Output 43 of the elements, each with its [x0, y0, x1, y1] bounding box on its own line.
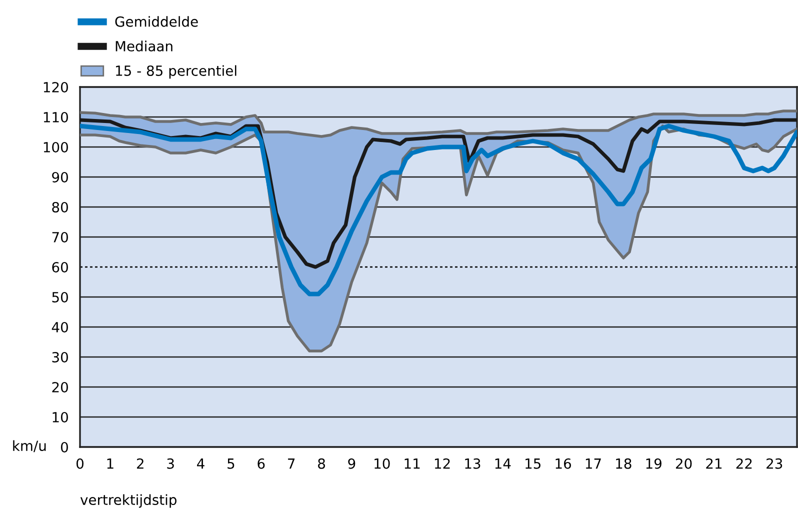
- x-tick-label: 3: [167, 458, 174, 469]
- x-tick-label: 15: [526, 458, 540, 469]
- x-tick-label: 11: [404, 458, 420, 469]
- y-axis-title: km/u: [13, 440, 46, 452]
- y-tick-label: 80: [52, 202, 68, 212]
- y-tick-label: 110: [44, 112, 68, 122]
- x-tick-label: 13: [465, 458, 480, 469]
- x-tick-label: 2: [136, 458, 144, 469]
- y-tick-label: 120: [44, 82, 68, 92]
- y-tick-label: 50: [52, 292, 68, 302]
- x-tick-label: 18: [616, 458, 632, 469]
- y-tick-label: 10: [52, 412, 68, 422]
- x-tick-label: 22: [736, 458, 752, 469]
- legend-label: 15 - 85 percentiel: [116, 65, 236, 79]
- legend-label: Mediaan: [116, 40, 172, 52]
- x-tick-label: 20: [676, 458, 692, 469]
- x-tick-label: 10: [374, 458, 390, 469]
- y-tick-label: 40: [52, 322, 68, 332]
- y-tick-label: 90: [52, 172, 68, 182]
- x-tick-label: 7: [288, 458, 295, 469]
- x-tick-label: 12: [434, 458, 450, 469]
- x-tick-label: 19: [646, 458, 662, 469]
- y-tick-label: 70: [52, 232, 68, 242]
- legend-label: Gemiddelde: [115, 16, 198, 27]
- x-tick-label: 21: [706, 458, 722, 469]
- x-tick-label: 8: [318, 458, 325, 469]
- y-tick-label: 0: [60, 442, 68, 452]
- x-tick-label: 9: [348, 458, 356, 469]
- x-tick-label: 23: [766, 458, 782, 469]
- y-tick-label: 20: [52, 382, 68, 392]
- y-tick-label: 30: [52, 352, 68, 362]
- x-tick-label: 4: [197, 458, 204, 469]
- x-tick-label: 16: [556, 458, 571, 469]
- x-tick-label: 1: [107, 458, 114, 469]
- x-axis-title: vertrektijdstip: [80, 494, 176, 508]
- x-tick-label: 14: [495, 458, 511, 469]
- line-series: [80, 124, 797, 296]
- x-tick-label: 6: [258, 458, 265, 469]
- y-tick-label: 60: [52, 262, 68, 272]
- y-tick-label: 100: [44, 142, 68, 152]
- x-tick-label: 0: [76, 458, 84, 469]
- x-tick-label: 5: [228, 458, 234, 469]
- x-tick-label: 17: [586, 458, 601, 469]
